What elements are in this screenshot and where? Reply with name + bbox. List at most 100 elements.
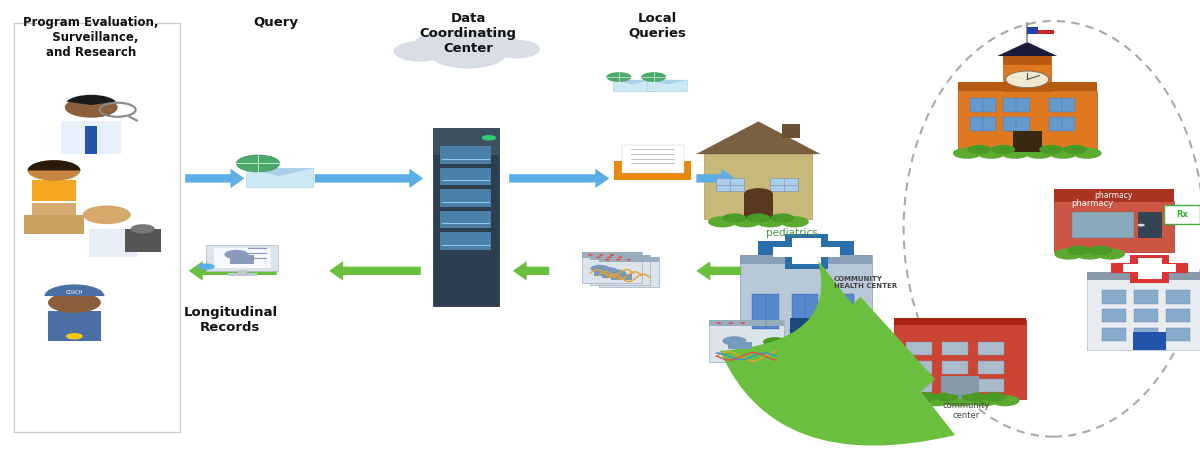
Circle shape [790, 324, 823, 337]
FancyBboxPatch shape [740, 255, 872, 343]
Circle shape [1138, 224, 1145, 226]
FancyBboxPatch shape [1013, 131, 1042, 152]
FancyBboxPatch shape [906, 361, 932, 374]
FancyBboxPatch shape [782, 124, 800, 138]
FancyBboxPatch shape [752, 294, 779, 329]
FancyBboxPatch shape [432, 128, 499, 306]
Text: Data
Coordinating
Center: Data Coordinating Center [420, 12, 516, 55]
FancyBboxPatch shape [792, 294, 818, 329]
FancyBboxPatch shape [599, 257, 659, 287]
Circle shape [970, 395, 998, 406]
FancyBboxPatch shape [1072, 212, 1134, 238]
Circle shape [941, 380, 979, 395]
FancyBboxPatch shape [770, 178, 798, 191]
FancyBboxPatch shape [24, 215, 84, 234]
Circle shape [28, 160, 80, 181]
Circle shape [756, 216, 785, 227]
Text: pharmacy: pharmacy [1070, 198, 1114, 208]
FancyBboxPatch shape [958, 82, 1097, 91]
FancyBboxPatch shape [125, 229, 161, 252]
Circle shape [606, 72, 631, 82]
Circle shape [605, 259, 610, 261]
FancyBboxPatch shape [1102, 328, 1126, 341]
FancyBboxPatch shape [758, 241, 854, 255]
FancyBboxPatch shape [206, 245, 278, 271]
FancyBboxPatch shape [1166, 290, 1190, 304]
FancyBboxPatch shape [942, 379, 968, 392]
Circle shape [48, 292, 101, 313]
FancyBboxPatch shape [1027, 27, 1038, 34]
Circle shape [744, 188, 773, 199]
Circle shape [772, 340, 799, 351]
Circle shape [1055, 248, 1084, 260]
Circle shape [599, 254, 604, 256]
Circle shape [953, 148, 982, 159]
FancyBboxPatch shape [582, 252, 642, 283]
Circle shape [728, 322, 733, 324]
FancyBboxPatch shape [970, 98, 996, 112]
FancyBboxPatch shape [1003, 117, 1030, 131]
Circle shape [961, 392, 985, 402]
Circle shape [1097, 248, 1126, 260]
Circle shape [732, 216, 761, 227]
FancyBboxPatch shape [214, 248, 271, 268]
FancyBboxPatch shape [1134, 328, 1158, 341]
Circle shape [131, 224, 155, 234]
Text: COACH: COACH [66, 290, 83, 295]
Circle shape [430, 39, 506, 69]
FancyBboxPatch shape [1134, 309, 1158, 322]
FancyBboxPatch shape [942, 342, 968, 355]
FancyBboxPatch shape [1054, 201, 1174, 252]
FancyBboxPatch shape [1003, 56, 1051, 91]
Circle shape [452, 30, 520, 57]
Circle shape [991, 395, 1020, 406]
FancyBboxPatch shape [978, 342, 1004, 355]
Circle shape [224, 250, 248, 259]
FancyBboxPatch shape [1087, 272, 1200, 280]
Circle shape [414, 30, 486, 58]
FancyBboxPatch shape [978, 379, 1004, 392]
Polygon shape [997, 42, 1057, 56]
Circle shape [1075, 248, 1104, 260]
FancyBboxPatch shape [440, 232, 492, 250]
FancyBboxPatch shape [432, 128, 499, 155]
FancyBboxPatch shape [1054, 189, 1174, 202]
FancyBboxPatch shape [1133, 332, 1166, 350]
Circle shape [599, 267, 618, 275]
FancyBboxPatch shape [48, 290, 101, 296]
FancyBboxPatch shape [828, 294, 854, 329]
Polygon shape [648, 80, 686, 85]
Circle shape [492, 40, 540, 58]
Circle shape [588, 254, 593, 256]
FancyBboxPatch shape [246, 168, 313, 187]
Circle shape [716, 322, 721, 324]
Circle shape [935, 392, 959, 402]
FancyBboxPatch shape [1102, 290, 1126, 304]
FancyBboxPatch shape [1087, 273, 1200, 350]
Circle shape [1073, 148, 1102, 159]
Circle shape [590, 265, 610, 272]
Circle shape [626, 259, 631, 261]
Text: pharmacy: pharmacy [1094, 191, 1133, 200]
FancyBboxPatch shape [1130, 255, 1169, 283]
Circle shape [913, 392, 937, 402]
Circle shape [943, 395, 972, 406]
FancyBboxPatch shape [32, 203, 76, 215]
FancyBboxPatch shape [230, 255, 254, 264]
Circle shape [708, 216, 737, 227]
Circle shape [1049, 148, 1078, 159]
FancyBboxPatch shape [614, 161, 691, 180]
FancyBboxPatch shape [728, 342, 752, 349]
FancyBboxPatch shape [1166, 328, 1190, 341]
Wedge shape [28, 160, 80, 170]
FancyBboxPatch shape [958, 91, 1097, 152]
FancyBboxPatch shape [590, 255, 650, 285]
Text: pediatrics: pediatrics [766, 228, 817, 239]
FancyBboxPatch shape [1134, 290, 1158, 304]
Wedge shape [66, 95, 116, 105]
FancyBboxPatch shape [1164, 205, 1200, 224]
Circle shape [610, 254, 614, 256]
FancyBboxPatch shape [1049, 117, 1075, 131]
Polygon shape [613, 80, 653, 85]
Circle shape [784, 337, 808, 347]
